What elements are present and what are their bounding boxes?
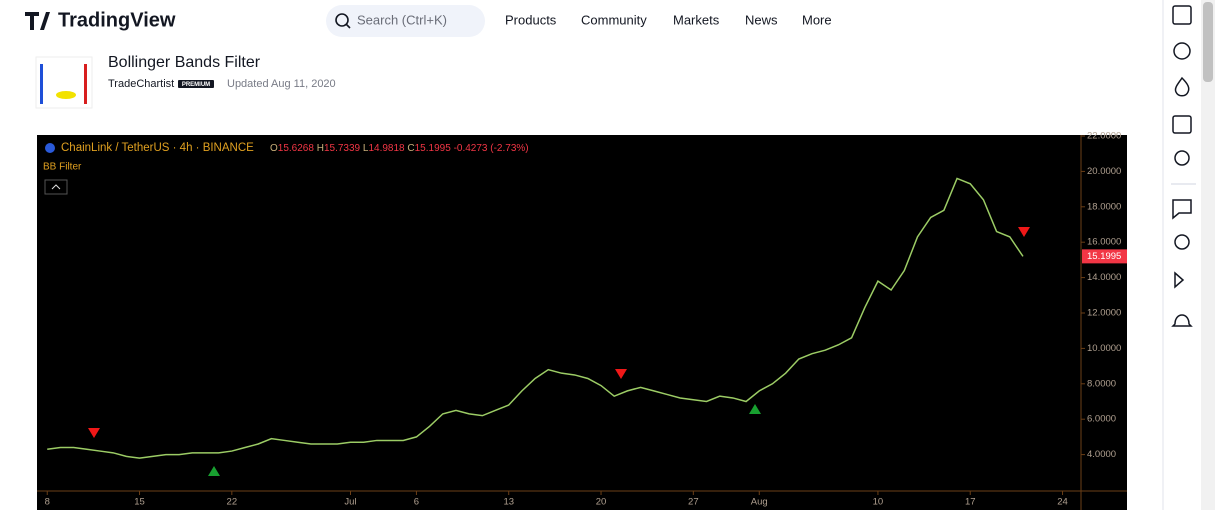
sell-signal (615, 369, 627, 379)
scrollbar (1201, 0, 1215, 510)
author[interactable]: TradeChartist (108, 78, 174, 90)
sell-signal (1018, 227, 1030, 237)
thumbnail-art (56, 91, 76, 99)
scrollbar-thumb[interactable] (1203, 2, 1213, 82)
buy-signal (749, 404, 761, 414)
search-icon (335, 13, 349, 27)
streams-icon[interactable] (1174, 234, 1190, 250)
updated-date: Updated Aug 11, 2020 (227, 78, 336, 90)
x-tick-label: 24 (1057, 497, 1068, 508)
alerts-icon[interactable] (1173, 42, 1191, 60)
y-tick-label: 6.0000 (1087, 414, 1116, 425)
x-tick-label: 17 (965, 497, 976, 508)
logo-mark (25, 12, 50, 30)
y-tick-label: 10.0000 (1087, 343, 1121, 354)
last-price-label: 15.1995 (1087, 251, 1121, 262)
thumbnail-art (84, 64, 87, 104)
idea-title: Bollinger Bands Filter (108, 54, 261, 71)
nav-item[interactable]: Products (505, 12, 557, 27)
symbol-icon (45, 143, 55, 153)
y-tick-label: 14.0000 (1087, 272, 1121, 283)
premium-badge (178, 80, 214, 88)
x-tick-label: Aug (751, 497, 768, 508)
notifications-icon[interactable] (1171, 314, 1193, 327)
hotlist-icon[interactable] (1174, 76, 1190, 97)
ohlc-key: L (363, 143, 369, 154)
symbol: ChainLink / TetherUS · 4h · BINANCE (61, 142, 254, 154)
ideas-icon[interactable] (1174, 150, 1190, 166)
x-tick-label: 22 (227, 497, 238, 508)
search-icon (345, 23, 351, 29)
nav-item[interactable]: Markets (673, 12, 720, 27)
play-icon[interactable] (1174, 271, 1185, 289)
y-tick-label: 20.0000 (1087, 166, 1121, 177)
y-tick-label: 12.0000 (1087, 308, 1121, 319)
buy-signal (208, 466, 220, 476)
x-tick-label: 13 (503, 497, 514, 508)
chat-icon[interactable] (1172, 199, 1192, 220)
y-tick-label: 22.0000 (1087, 131, 1121, 142)
last-price-box (1082, 249, 1127, 264)
y-tick-label: 8.0000 (1087, 378, 1116, 389)
chart-background (37, 135, 1127, 510)
x-tick-label: 15 (134, 497, 145, 508)
ohlc-key: H (317, 143, 324, 154)
y-tick-label: 18.0000 (1087, 201, 1121, 212)
idea-thumbnail[interactable] (35, 56, 93, 109)
logo-text: TradingView (58, 9, 176, 31)
change-pct: (-2.73%) (490, 143, 528, 154)
ohlc-value: 15.7339 (324, 143, 361, 154)
thumbnail-art (40, 64, 43, 104)
ohlc-key: C (407, 143, 414, 154)
logo[interactable]: TradingView (25, 9, 176, 31)
ohlc-key: O (270, 143, 278, 154)
x-tick-label: 20 (596, 497, 607, 508)
x-tick-label: 10 (873, 497, 884, 508)
watchlist-icon[interactable] (1172, 5, 1192, 25)
collapse-button[interactable] (44, 179, 68, 195)
nav-item[interactable]: More (802, 12, 832, 27)
search-box[interactable] (326, 5, 485, 37)
y-tick-label: 4.0000 (1087, 449, 1116, 460)
ohlc-value: 15.6268 (278, 143, 315, 154)
x-tick-label: 8 (45, 497, 50, 508)
ohlc-legend: O15.6268 H15.7339 L14.9818 C15.1995 -0.4… (270, 143, 529, 154)
collapse-arrow (51, 184, 61, 190)
x-tick-label: Jul (344, 497, 356, 508)
nav-item[interactable]: Community (581, 12, 647, 27)
y-tick-label: 16.0000 (1087, 237, 1121, 248)
nav-item[interactable]: News (745, 12, 778, 27)
badge-text: PREMIUM (182, 82, 210, 88)
x-tick-label: 6 (414, 497, 419, 508)
change: -0.4273 (454, 143, 488, 154)
sell-signal (88, 428, 100, 438)
ohlc-value: 15.1995 (415, 143, 452, 154)
ohlc-value: 14.9818 (368, 143, 405, 154)
price-line (47, 177, 1024, 459)
indicator-name: BB Filter (43, 162, 82, 173)
calendar-icon[interactable] (1172, 115, 1192, 134)
x-tick-label: 27 (688, 497, 699, 508)
search-placeholder: Search (Ctrl+K) (357, 12, 447, 27)
